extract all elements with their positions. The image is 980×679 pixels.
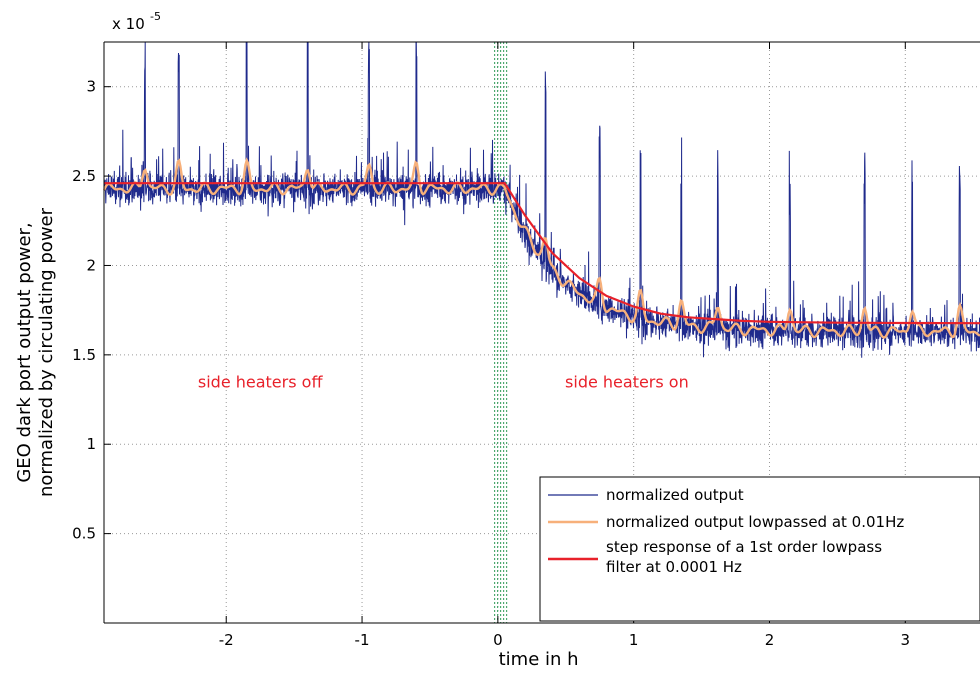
legend: normalized output normalized output lowpa… <box>539 476 980 622</box>
series-step-response <box>104 182 980 325</box>
x-tick-label: 1 <box>629 631 639 649</box>
annotations: side heaters off side heaters on <box>198 373 689 392</box>
x-tick-label: 0 <box>493 631 503 649</box>
y-tick-label: 3 <box>86 78 96 96</box>
axis-labels: time in h GEO dark port output power,norm… <box>14 207 579 670</box>
legend-box <box>539 476 980 622</box>
y-tick-label: 2 <box>86 256 96 274</box>
x-tick-label: 3 <box>901 631 911 649</box>
y-axis-label: GEO dark port output power,normalized by… <box>14 207 57 497</box>
y-tick-label: 1.5 <box>72 346 96 364</box>
legend-label: step response of a 1st order lowpass <box>606 538 882 556</box>
y-exponent-power: -5 <box>150 10 161 23</box>
series-lowpassed-output <box>102 157 980 339</box>
series-normalized-output <box>103 41 980 358</box>
y-tick-label: 2.5 <box>72 167 96 185</box>
legend-label: normalized output lowpassed at 0.01Hz <box>606 513 904 531</box>
y-tick-label: 0.5 <box>72 525 96 543</box>
x-tick-label: -1 <box>355 631 370 649</box>
x-tick-label: -2 <box>219 631 234 649</box>
step-marker <box>494 42 508 623</box>
y-axis-label-line: GEO dark port output power, <box>14 222 35 482</box>
x-tick-label: 2 <box>765 631 775 649</box>
annotation: side heaters off <box>198 373 324 392</box>
y-tick-label: 1 <box>86 435 96 453</box>
y-exponent-label: x 10 <box>112 15 145 33</box>
tick-labels: -2 -1 0 1 2 3 0.5 1 1.5 2 2.5 3 x 10 -5 <box>72 10 910 649</box>
x-axis-label: time in h <box>499 649 579 670</box>
legend-label: normalized output <box>606 486 744 504</box>
y-axis-label-line: normalized by circulating power <box>36 207 57 497</box>
legend-label: filter at 0.0001 Hz <box>606 558 742 576</box>
series-layer <box>102 41 980 358</box>
annotation: side heaters on <box>565 373 689 392</box>
